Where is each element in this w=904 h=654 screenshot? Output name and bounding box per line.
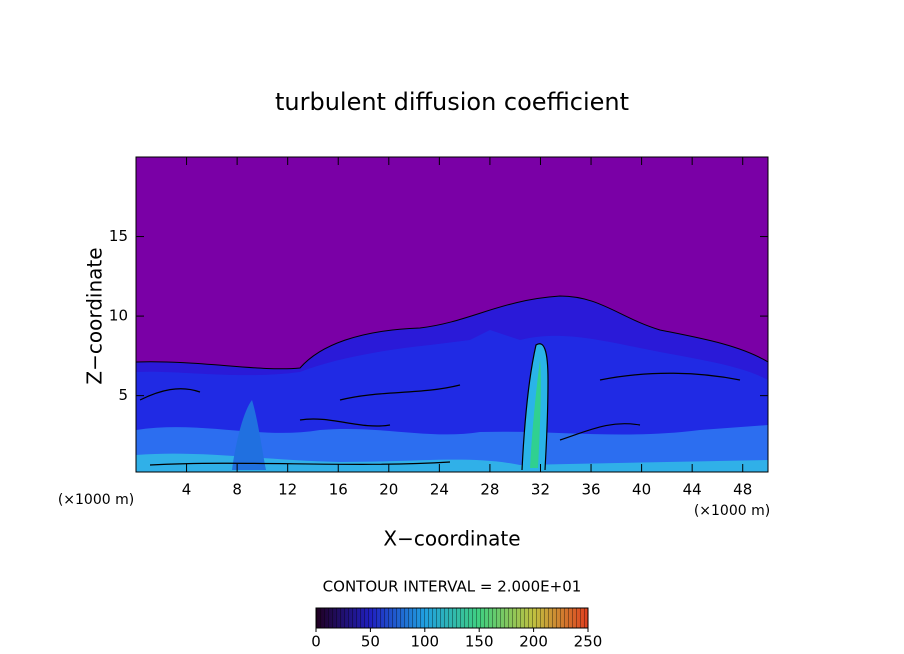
x-tick-label: 28 (480, 481, 499, 499)
y-tick-label: 15 (109, 227, 128, 245)
x-tick-label: 40 (632, 481, 651, 499)
x-tick-label: 48 (733, 481, 752, 499)
y-axis-label: Z−coordinate (83, 247, 107, 384)
x-tick-label: 8 (232, 481, 242, 499)
plot-frame (135, 156, 769, 473)
x-tick-label: 12 (278, 481, 297, 499)
x-tick-label: 4 (182, 481, 192, 499)
y-tick-label: 10 (109, 307, 128, 325)
x-tick-label: 32 (531, 481, 550, 499)
contour-interval: CONTOUR INTERVAL = 2.000E+01 (323, 578, 582, 596)
x-tick-label: 24 (430, 481, 449, 499)
x-axis-label: X−coordinate (383, 527, 520, 551)
y-unit: (×1000 m) (58, 492, 134, 508)
x-tick-label: 16 (329, 481, 348, 499)
chart-title: turbulent diffusion coefficient (275, 88, 629, 116)
colorbar-tick-label: 50 (361, 633, 380, 651)
colorbar-tick-label: 100 (410, 633, 439, 651)
x-tick-label: 20 (379, 481, 398, 499)
colorbar-tick-label: 200 (519, 633, 548, 651)
x-tick-label: 44 (683, 481, 702, 499)
x-unit: (×1000 m) (694, 503, 770, 519)
colorbar-frame (315, 607, 589, 629)
y-tick-label: 5 (118, 386, 128, 404)
colorbar-tick-label: 0 (311, 633, 321, 651)
colorbar-tick-label: 150 (465, 633, 494, 651)
contour-field (136, 157, 768, 472)
colorbar-tick-label: 250 (574, 633, 603, 651)
colorbar-stripes (316, 608, 588, 628)
x-tick-label: 36 (581, 481, 600, 499)
